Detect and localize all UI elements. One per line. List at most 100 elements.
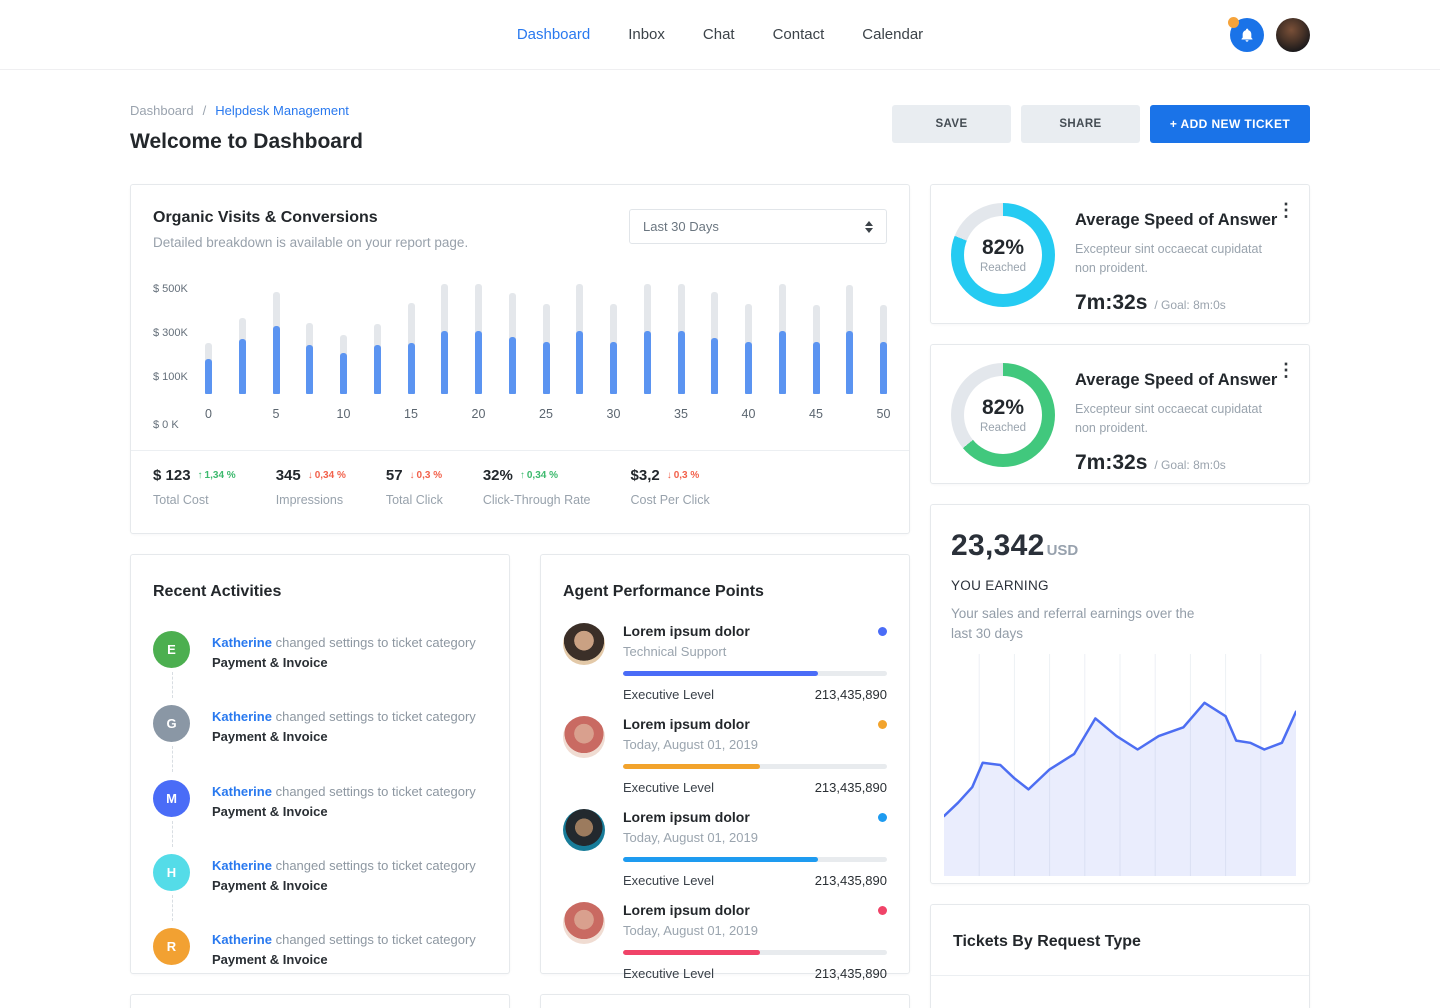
tickets-by-request-type-card: Tickets By Request Type [930,904,1310,1008]
status-dot [878,626,887,636]
activity-user-link[interactable]: Katherine [212,857,272,873]
recent-activities-card: Recent Activities E Katherine changed se… [130,554,510,974]
agent-points: 213,435,890 [814,873,887,888]
activity-item: M Katherine changed settings to ticket c… [153,779,487,847]
nav-item-chat[interactable]: Chat [702,26,735,43]
earnings-description: Your sales and referral earnings over th… [951,606,1195,642]
nav-item-inbox[interactable]: Inbox [628,26,665,43]
breadcrumb-separator: / [202,103,207,118]
bar [778,284,786,394]
organic-card-title: Organic Visits & Conversions [153,209,378,226]
nav-item-calendar[interactable]: Calendar [862,26,924,43]
cutoff-card-left [130,994,510,1008]
agent-avatar [563,809,605,851]
bar: 25 [539,303,553,421]
bar: 35 [674,284,688,421]
date-range-select[interactable]: Last 30 Days [629,209,887,244]
stat-value: $ 123 [153,467,191,484]
bar: 30 [607,303,620,421]
stat-label: Cost Per Click [630,493,710,507]
activity-item: H Katherine changed settings to ticket c… [153,853,487,921]
agent-row: Lorem ipsum dolor Technical Support Exec… [563,623,887,702]
bell-icon [1239,27,1255,43]
agent-name: Lorem ipsum dolor [623,809,750,825]
agent-subtitle: Technical Support [623,644,727,659]
agent-name: Lorem ipsum dolor [623,716,750,732]
status-dot [878,812,887,822]
breadcrumb-dashboard[interactable]: Dashboard [130,103,194,118]
donut-chart: 82% Reached [951,363,1055,467]
divider [931,975,1309,976]
agent-row: Lorem ipsum dolor Today, August 01, 2019… [563,716,887,795]
agent-avatar [563,902,605,944]
date-range-value: Last 30 Days [643,219,719,234]
bar [576,284,584,394]
earnings-card: 23,342 USD YOU EARNING Your sales and re… [930,504,1310,884]
agent-performance-title: Agent Performance Points [563,583,764,600]
activity-target: Payment & Invoice [212,655,328,671]
stat-total-click: 57 ↓ 0,3 % Total Click [386,467,443,507]
stat-delta: ↑ 0,34 % [519,470,558,481]
kpi-stats-row: $ 123 ↑ 1,34 % Total Cost 345 ↓ 0,34 % Imp… [131,451,909,507]
stat-value: 345 [275,467,301,484]
breadcrumb-current[interactable]: Helpdesk Management [215,103,349,118]
y-axis: $ 500K $ 300K $ 100K $ 0 K [153,276,205,431]
kebab-menu-icon[interactable]: ⋮ [1277,200,1295,220]
activity-target: Payment & Invoice [212,877,328,893]
agent-avatar [563,716,605,758]
agent-name: Lorem ipsum dolor [623,902,750,918]
bar [846,285,854,394]
user-avatar[interactable] [1276,17,1310,52]
agent-subtitle: Today, August 01, 2019 [623,737,758,752]
agent-level: Executive Level [623,687,715,702]
stat-arrow: ↓ [307,470,313,481]
nav-item-dashboard[interactable]: Dashboard [516,26,591,43]
stat-value: $3,2 [630,467,660,484]
add-new-ticket-button[interactable]: + ADD NEW TICKET [1150,105,1310,143]
donut-chart: 82% Reached [951,203,1055,307]
activity-user-link[interactable]: Katherine [212,635,272,650]
speed-goal: / Goal: 8m:0s [1154,297,1226,312]
agent-subtitle: Today, August 01, 2019 [623,830,758,845]
agent-row: Lorem ipsum dolor Today, August 01, 2019… [563,809,887,888]
activity-user-link[interactable]: Katherine [212,783,272,799]
speed-time: 7m:32s [1075,290,1148,314]
bar [441,284,449,394]
stat-delta: ↓ 0,3 % [666,470,700,481]
save-button[interactable]: SAVE [892,105,1011,143]
donut-percent-label: Reached [979,262,1027,274]
notifications-button[interactable] [1228,16,1264,52]
divider [131,450,909,451]
bar: 45 [809,304,823,421]
activity-user-link[interactable]: Katherine [212,709,272,725]
agent-subtitle: Today, August 01, 2019 [623,923,758,938]
organic-bar-chart: $ 500K $ 300K $ 100K $ 0 K 0 5 10 15 20 25 30 3… [131,276,909,431]
bar [711,291,719,394]
avg-speed-card-1: 82% Reached Average Speed of Answer Exce… [930,184,1310,324]
activity-avatar: E [153,631,190,698]
activity-item: R Katherine changed settings to ticket c… [153,928,487,970]
share-button[interactable]: SHARE [1021,105,1140,143]
y-tick-label: $ 500K [153,283,188,295]
stat-arrow: ↑ [519,470,525,481]
stat-arrow: ↓ [409,470,415,481]
stat-label: Impressions [275,493,344,507]
speed-card-title: Average Speed of Answer [1075,211,1278,229]
select-arrows-icon [865,220,873,233]
stat-value: 57 [385,467,403,484]
status-dot [878,905,887,915]
bar-chart-plot-area: 0 5 10 15 20 25 30 35 40 45 50 [205,276,890,421]
x-tick-label: 30 [606,407,621,421]
activity-avatar: G [153,705,190,773]
bar: 20 [472,284,485,421]
activity-user-link[interactable]: Katherine [212,932,272,948]
agent-level: Executive Level [623,780,715,795]
x-tick-label: 25 [539,407,553,421]
y-tick-label: $ 100K [153,371,188,383]
kebab-menu-icon[interactable]: ⋮ [1277,360,1295,380]
earnings-currency: USD [1046,542,1079,559]
activity-item: E Katherine changed settings to ticket c… [153,631,487,698]
stat-delta: ↓ 0,34 % [307,470,346,481]
tickets-card-title: Tickets By Request Type [953,933,1141,950]
nav-item-contact[interactable]: Contact [772,26,825,43]
